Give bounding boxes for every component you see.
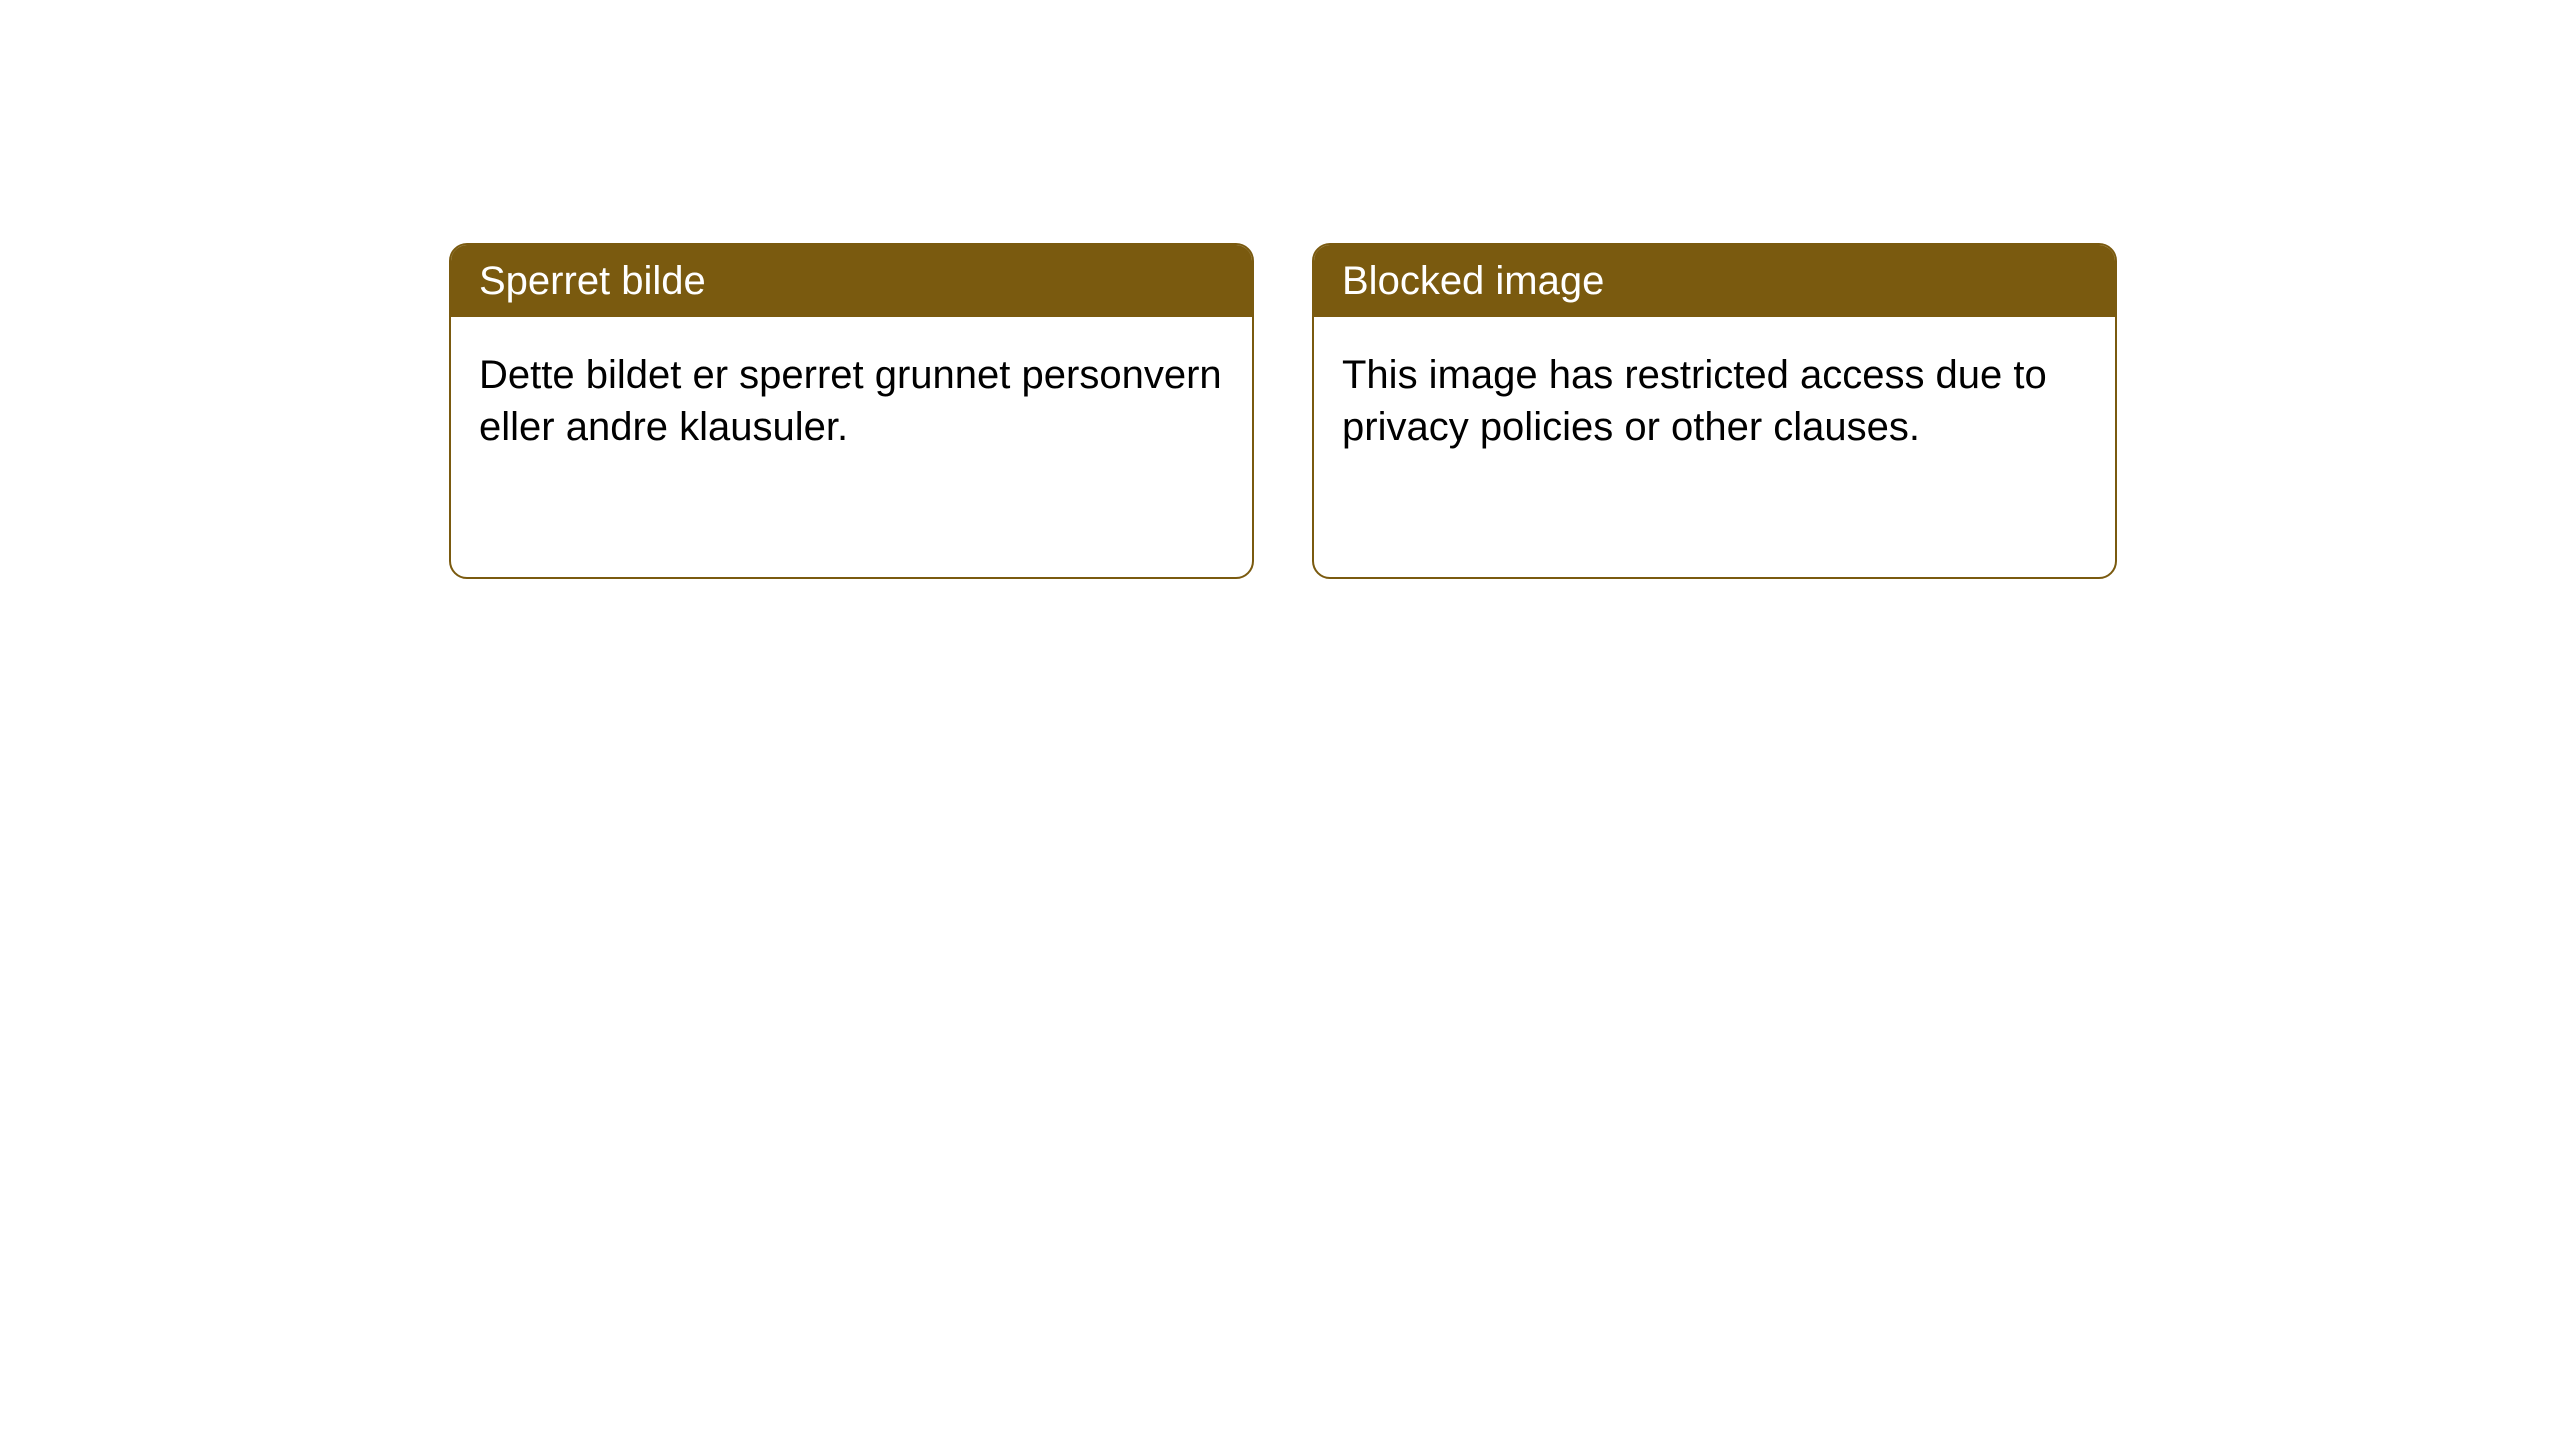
notice-body-text: Dette bildet er sperret grunnet personve…: [479, 353, 1222, 449]
notice-header: Sperret bilde: [451, 245, 1252, 317]
notice-header-text: Sperret bilde: [479, 259, 706, 303]
notice-card-norwegian: Sperret bilde Dette bildet er sperret gr…: [449, 243, 1254, 579]
notice-body: Dette bildet er sperret grunnet personve…: [451, 317, 1252, 485]
notice-card-english: Blocked image This image has restricted …: [1312, 243, 2117, 579]
notice-header: Blocked image: [1314, 245, 2115, 317]
notice-container: Sperret bilde Dette bildet er sperret gr…: [0, 0, 2560, 579]
notice-body: This image has restricted access due to …: [1314, 317, 2115, 485]
notice-header-text: Blocked image: [1342, 259, 1604, 303]
notice-body-text: This image has restricted access due to …: [1342, 353, 2047, 449]
